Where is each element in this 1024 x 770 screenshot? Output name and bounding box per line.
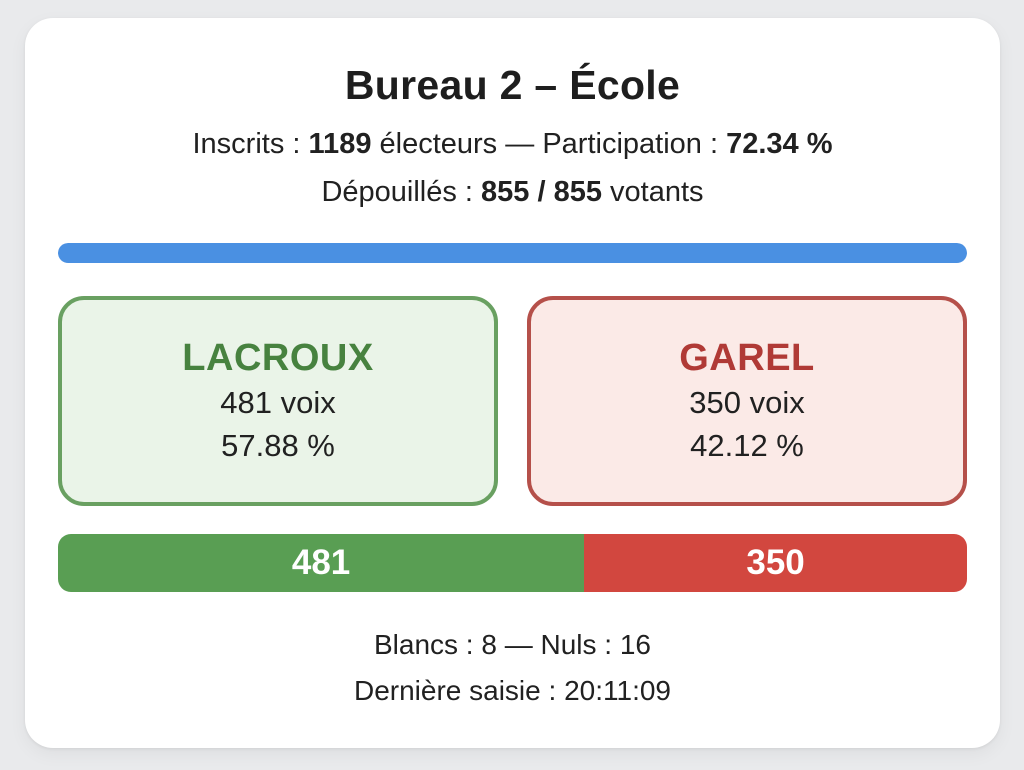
candidate-box-garel: GAREL 350 voix 42.12 % (527, 296, 967, 506)
votes-split-bar: 481 350 (58, 534, 967, 592)
candidate-name: GAREL (679, 337, 815, 379)
electeurs-word: électeurs (379, 128, 498, 160)
results-card: Bureau 2 – École Inscrits : 1189 électeu… (25, 18, 1000, 748)
counting-progress-track (58, 243, 967, 263)
nuls-label: Nuls : (540, 629, 613, 660)
separator-dash: — (504, 629, 533, 660)
blancs-value: 8 (481, 629, 497, 660)
candidate-votes: 350 voix (689, 385, 805, 420)
candidate-votes: 481 voix (220, 385, 336, 420)
depouilles-value: 855 / 855 (481, 176, 602, 208)
votes-bar-segment-garel: 350 (584, 534, 967, 592)
candidate-percent: 42.12 % (690, 428, 804, 463)
votes-bar-segment-lacroux: 481 (58, 534, 585, 592)
stats-line-participation: Inscrits : 1189 électeurs — Participatio… (58, 127, 967, 161)
depouilles-label: Dépouillés : (321, 176, 473, 208)
candidate-percent: 57.88 % (221, 428, 335, 463)
candidate-name: LACROUX (182, 337, 374, 379)
page-title: Bureau 2 – École (344, 62, 681, 108)
derniere-saisie-line: Dernière saisie : 20:11:09 (58, 674, 967, 708)
saisie-label: Dernière saisie : (353, 675, 557, 706)
votants-word: votants (610, 176, 704, 208)
candidates-row: LACROUX 481 voix 57.88 % GAREL 350 voix … (58, 296, 967, 506)
stats-line-depouilles: Dépouillés : 855 / 855 votants (58, 175, 967, 209)
blancs-label: Blancs : (373, 629, 474, 660)
counting-progress-fill (58, 243, 967, 263)
candidate-box-lacroux: LACROUX 481 voix 57.88 % (58, 296, 498, 506)
blancs-nuls-line: Blancs : 8 — Nuls : 16 (58, 628, 967, 662)
nuls-value: 16 (619, 629, 652, 660)
inscrits-label: Inscrits : (192, 128, 301, 160)
saisie-value: 20:11:09 (564, 675, 671, 706)
participation-label: Participation : (542, 128, 719, 160)
inscrits-value: 1189 (308, 128, 372, 160)
participation-value: 72.34 % (726, 128, 833, 160)
separator-dash: — (505, 128, 535, 160)
